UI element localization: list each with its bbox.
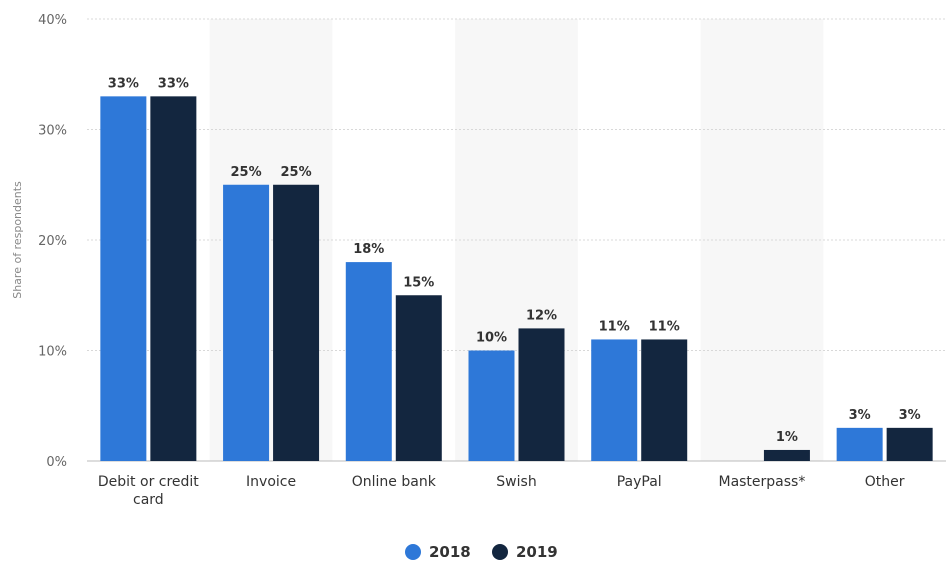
category-band — [700, 19, 824, 461]
x-tick-label: Invoice — [246, 474, 296, 490]
legend: 2018 2019 — [405, 543, 558, 561]
legend-label: 2018 — [429, 543, 471, 561]
x-tick-label: Masterpass* — [718, 474, 805, 490]
bar-2018[interactable] — [100, 96, 147, 461]
y-axis-ticks: 0% 10% 20% 30% 40% — [38, 13, 67, 470]
data-label: 1% — [776, 430, 798, 445]
data-label: 25% — [231, 165, 262, 180]
bar-2018[interactable] — [345, 262, 392, 461]
x-tick-label: Swish — [496, 474, 536, 490]
bar-2018[interactable] — [223, 184, 270, 461]
data-label: 11% — [599, 319, 630, 334]
legend-marker — [405, 544, 421, 560]
bars — [100, 96, 933, 462]
data-label: 3% — [849, 408, 871, 423]
x-axis-labels: Debit or credit card Invoice Online bank Swi… — [98, 474, 905, 508]
y-tick-label: 30% — [38, 124, 67, 139]
data-label: 12% — [526, 308, 557, 323]
legend-marker — [492, 544, 508, 560]
data-label: 10% — [476, 331, 507, 346]
bar-2019[interactable] — [886, 427, 933, 461]
bar-2019[interactable] — [150, 96, 197, 461]
data-label: 3% — [899, 408, 921, 423]
bar-2019[interactable] — [518, 328, 565, 461]
x-tick-label: Online bank — [352, 474, 437, 490]
bar-2018[interactable] — [591, 339, 638, 461]
bar-2019[interactable] — [273, 184, 320, 461]
legend-item-2018[interactable]: 2018 — [405, 543, 471, 561]
bar-2019[interactable] — [395, 295, 442, 461]
data-label: 11% — [649, 319, 680, 334]
y-tick-label: 40% — [38, 13, 67, 28]
data-label: 18% — [353, 242, 384, 257]
data-label: 33% — [108, 76, 139, 91]
bar-2018[interactable] — [836, 427, 883, 461]
x-tick-label: Other — [865, 474, 905, 490]
data-label: 15% — [403, 275, 434, 290]
data-label: 33% — [158, 76, 189, 91]
y-tick-label: 20% — [38, 234, 67, 249]
bar-2018[interactable] — [468, 350, 515, 462]
y-axis-title: Share of respondents — [11, 181, 24, 299]
legend-item-2019[interactable]: 2019 — [492, 543, 558, 561]
legend-label: 2019 — [516, 543, 558, 561]
data-label: 25% — [281, 165, 312, 180]
x-tick-label: PayPal — [617, 474, 662, 490]
x-tick-label: Debit or credit card — [98, 474, 199, 508]
y-tick-label: 0% — [46, 455, 67, 470]
data-labels: 33% 33% 25% 25% 18% 15% 10% 12% 11% 11% 1% 3% 3% — [108, 76, 921, 445]
bar-2019[interactable] — [641, 339, 688, 461]
bar-2019[interactable] — [763, 449, 810, 461]
y-tick-label: 10% — [38, 345, 67, 360]
